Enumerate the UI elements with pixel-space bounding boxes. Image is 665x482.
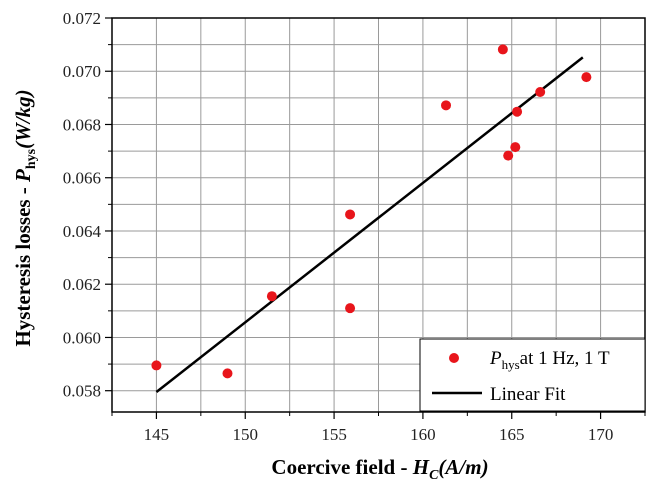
- axis-ticks: [105, 17, 646, 419]
- x-axis-title: Coercive field - HC(A/m): [271, 455, 488, 482]
- linear-fit-layer: [155, 56, 584, 394]
- x-tick-label: 160: [410, 425, 436, 444]
- x-tick-label: 155: [321, 425, 347, 444]
- legend-box: [419, 338, 646, 412]
- x-tick-label: 150: [233, 425, 259, 444]
- data-point: [345, 209, 356, 220]
- y-tick-label: 0.058: [63, 382, 101, 401]
- y-tick-label: 0.060: [63, 328, 101, 347]
- legend-marker-scatter: [449, 353, 459, 363]
- y-tick-label: 0.070: [63, 62, 101, 81]
- data-point: [535, 87, 546, 98]
- x-tick-label: 170: [588, 425, 614, 444]
- data-point: [151, 360, 162, 371]
- data-point: [266, 291, 277, 302]
- x-tick-label: 145: [144, 425, 170, 444]
- y-tick-label: 0.068: [63, 115, 101, 134]
- data-point: [497, 44, 508, 55]
- data-point: [345, 303, 356, 314]
- data-point: [222, 368, 233, 379]
- y-tick-label: 0.072: [63, 9, 101, 28]
- legend: Physat 1 Hz, 1 T Linear Fit: [419, 338, 646, 412]
- data-point: [503, 150, 514, 161]
- x-tick-label: 165: [499, 425, 525, 444]
- tick-labels: 145 150 155 160 165 170 0.058 0.060 0.062 0.064 0.…: [63, 9, 614, 444]
- linear-fit-line: [155, 56, 584, 394]
- legend-label-scatter: Physat 1 Hz, 1 T: [489, 348, 610, 372]
- y-tick-label: 0.062: [63, 275, 101, 294]
- y-axis-title: Hysteresis losses - Phys(W/kg): [11, 89, 39, 346]
- data-point: [512, 106, 523, 117]
- y-tick-label: 0.066: [63, 169, 101, 188]
- data-points-layer: [151, 44, 592, 379]
- y-tick-label: 0.064: [63, 222, 102, 241]
- data-point: [441, 100, 452, 111]
- data-point: [510, 142, 521, 153]
- data-point: [581, 72, 592, 83]
- legend-label-line: Linear Fit: [490, 384, 566, 405]
